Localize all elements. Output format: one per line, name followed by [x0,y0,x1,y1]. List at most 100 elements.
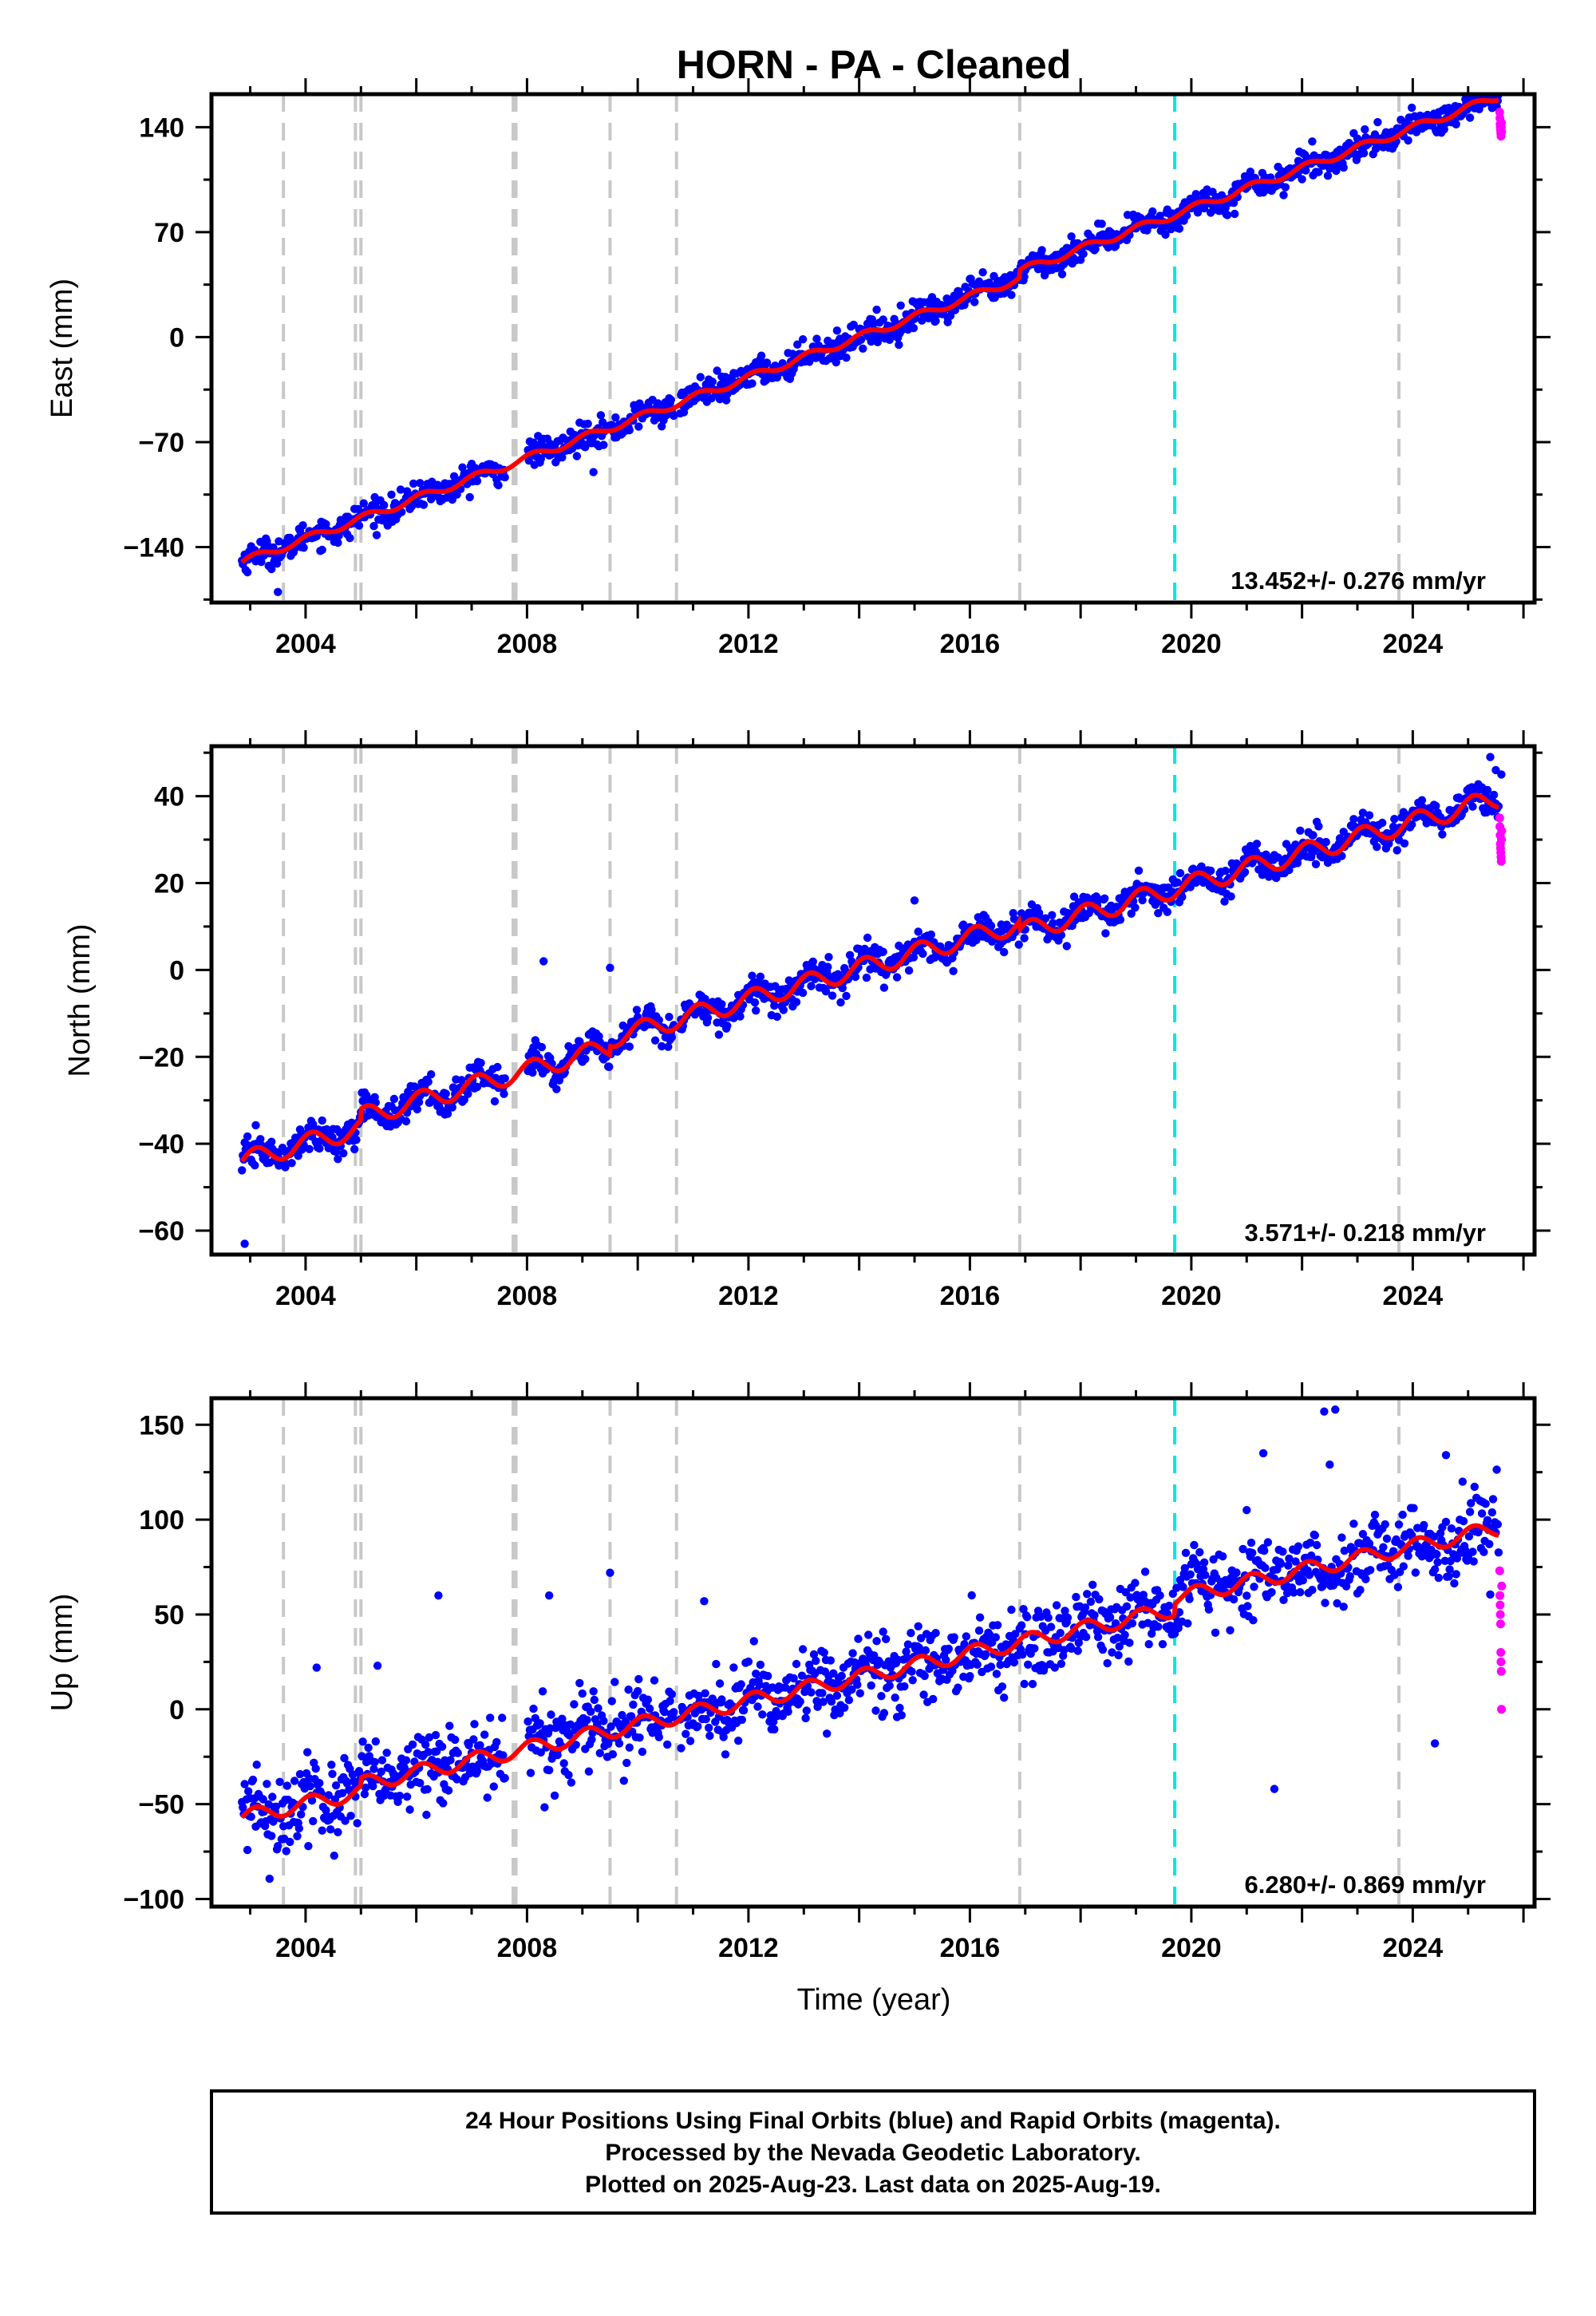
outlier-point [1258,1448,1268,1458]
up-panel: 2004 2008 2012 2016 2020 2024 −100 −50 0 50 100 150… [45,1382,1551,1963]
x-tick-label: 2008 [497,629,558,659]
final-orbit-point [1217,191,1227,200]
final-orbit-point [1226,1626,1235,1634]
x-tick-label: 2016 [940,1281,1001,1311]
final-orbit-point [303,1748,312,1757]
final-orbit-point [1052,1601,1061,1610]
rapid-orbit-point [1495,1610,1505,1619]
final-orbit-point [414,1097,424,1107]
final-orbit-point [1365,811,1374,820]
final-orbit-point [584,1767,594,1776]
final-orbit-point [864,1630,873,1639]
final-orbit-point [1305,1571,1314,1579]
final-orbit-point [975,1613,985,1622]
final-orbit-point [909,953,918,962]
final-orbit-point [1314,822,1323,831]
final-orbit-point [1108,1648,1116,1657]
final-orbit-point [981,1650,990,1659]
final-orbit-point [1115,1642,1124,1651]
final-orbit-point [677,1744,685,1753]
final-orbit-point [715,1679,725,1688]
final-orbit-point [879,315,887,324]
final-orbit-point [1312,1540,1321,1550]
final-orbit-point [1308,137,1317,146]
final-orbit-point [1483,785,1492,795]
final-orbit-point [1063,1613,1073,1622]
final-orbit-point [598,418,607,427]
final-orbit-point [318,545,326,555]
final-orbit-point [243,1845,252,1855]
final-orbit-point [304,1842,313,1851]
x-tick-label: 2016 [940,629,1001,659]
final-orbit-point [819,1697,828,1706]
y-tick-label: −60 [138,1216,184,1247]
final-orbit-point [1024,1660,1033,1669]
final-orbit-point [594,1704,602,1713]
final-orbit-point [416,1779,425,1788]
y-tick-label: −20 [138,1042,184,1073]
final-orbit-point [897,1711,907,1720]
final-orbit-point [441,1089,450,1098]
final-orbit-point [729,1014,738,1022]
x-axis-label: Time (year) [797,1983,951,2017]
final-orbit-point [1148,207,1157,216]
final-orbit-point [395,1792,405,1800]
final-orbit-point [1291,1557,1300,1566]
final-orbit-point [614,1739,624,1748]
final-orbit-point [849,320,858,330]
final-orbit-point [536,454,545,464]
final-orbit-point [1337,1533,1346,1542]
final-orbit-point [666,1697,674,1705]
final-orbit-point [369,1765,378,1773]
final-orbit-point [756,972,765,982]
final-orbit-point [942,1655,950,1665]
final-orbit-point [564,1770,573,1780]
final-orbit-point [836,1709,844,1717]
final-orbit-point [331,1148,341,1156]
final-orbit-point [595,1749,604,1757]
final-orbit-point [1281,183,1290,192]
final-orbit-point [1116,915,1125,924]
y-axis-label: North (mm) [63,923,97,1077]
final-orbit-point [885,1682,895,1690]
final-orbit-point [701,1689,709,1697]
final-orbit-point [464,1089,472,1098]
final-orbit-point [339,1148,348,1158]
final-orbit-point [271,1802,281,1811]
final-orbit-point [315,1779,324,1788]
outlier-point [1458,1477,1468,1486]
final-orbit-point [608,1750,618,1759]
final-orbit-point [734,1737,743,1745]
final-orbit-point [1056,1629,1065,1638]
final-orbit-point [867,1681,875,1690]
final-orbit-point [346,534,354,543]
y-tick-label: 100 [139,1505,184,1535]
final-orbit-point [286,1837,294,1847]
final-orbit-point [625,1743,634,1752]
final-orbit-point [1398,1510,1407,1520]
x-tick-label: 2012 [718,1281,779,1311]
final-orbit-point [1382,1534,1392,1543]
final-orbit-point [1081,1633,1091,1642]
final-orbit-point [1488,1495,1498,1504]
final-orbit-point [239,1803,247,1812]
final-orbit-point [694,1691,703,1701]
final-orbit-point [1489,790,1499,800]
final-orbit-point [1404,1551,1412,1560]
final-orbit-point [476,1741,484,1749]
final-orbit-point [1492,1465,1501,1474]
final-orbit-point [480,1730,489,1739]
final-orbit-point [827,1697,836,1706]
final-orbit-point [863,933,872,943]
final-orbit-point [1131,1579,1140,1587]
final-orbit-point [842,354,851,362]
final-orbit-point [257,557,266,567]
final-orbit-point [369,1781,377,1791]
final-orbit-point [413,1105,421,1114]
final-orbit-point [1179,1583,1187,1591]
y-tick-label: 0 [169,322,184,353]
final-orbit-point [660,1708,669,1717]
final-orbit-point [986,921,996,931]
final-orbit-point [401,1117,411,1126]
final-orbit-point [247,1812,255,1821]
